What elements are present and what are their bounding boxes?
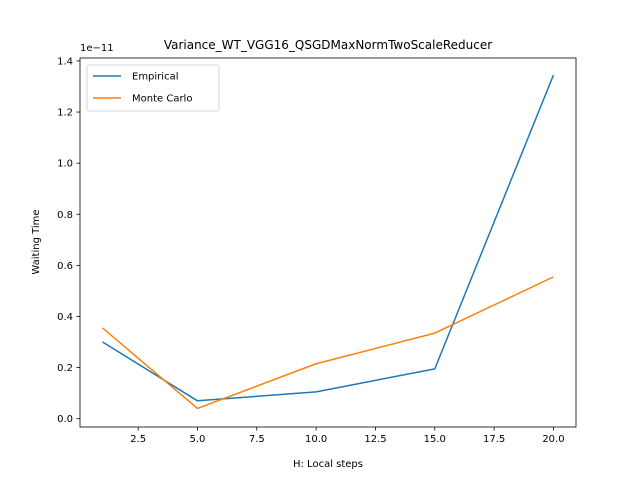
y-tick-label: 0.0 <box>57 414 73 425</box>
y-tick-label: 0.6 <box>57 261 73 272</box>
x-tick-label: 15.0 <box>424 434 446 445</box>
y-axis-label: Waiting Time <box>31 209 42 274</box>
series-line-monte-carlo <box>102 276 554 410</box>
legend-label: Empirical <box>132 72 178 83</box>
x-tick-label: 5.0 <box>190 434 206 445</box>
y-tick-label: 1.0 <box>57 159 73 170</box>
x-tick-label: 10.0 <box>305 434 327 445</box>
x-tick-label: 12.5 <box>364 434 386 445</box>
y-tick-label: 0.2 <box>57 363 73 374</box>
x-tick-label: 2.5 <box>130 434 146 445</box>
y-tick-label: 0.4 <box>57 312 73 323</box>
x-tick-label: 20.0 <box>542 434 564 445</box>
axes-layer: 2.5 5.0 7.5 10.0 12.5 15.0 17.5 20.0 0.0 0.2 0.4 0.… <box>57 56 564 445</box>
x-tick-label: 7.5 <box>249 434 265 445</box>
x-axis-label: H: Local steps <box>293 459 363 470</box>
x-tick-label: 17.5 <box>483 434 505 445</box>
chart-title: Variance_WT_VGG16_QSGDMaxNormTwoScaleRed… <box>164 38 492 52</box>
y-tick-label: 1.2 <box>57 108 73 119</box>
plot-frame <box>79 57 577 428</box>
legend-label: Monte Carlo <box>132 94 192 105</box>
y-tick-label: 0.8 <box>57 210 73 221</box>
y-tick-label: 1.4 <box>57 56 73 67</box>
legend: Empirical Monte Carlo <box>86 64 220 112</box>
y-offset-text: 1e−11 <box>80 43 114 54</box>
series-layer <box>102 74 555 410</box>
